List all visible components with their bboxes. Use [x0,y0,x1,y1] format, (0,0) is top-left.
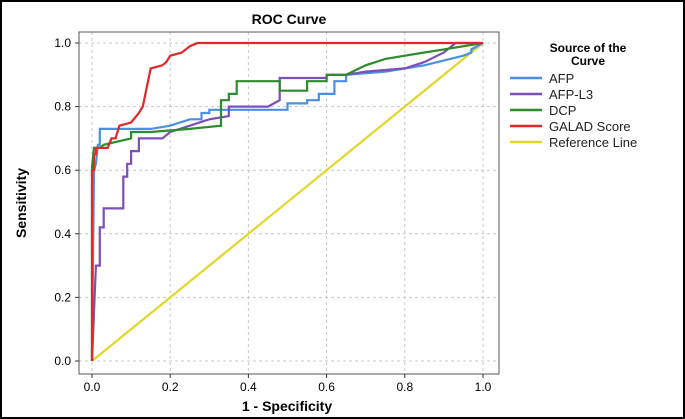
x-tick-label: 1.0 [475,380,492,394]
plot-area [78,31,500,375]
y-tick-label: 0.2 [54,290,71,304]
legend-title: Source of the [550,41,627,55]
y-axis-ticks: 0.0 0.2 0.4 0.6 0.8 1.0 [54,36,79,368]
series-line-reference-line [91,42,484,362]
series-layer [90,41,484,362]
y-tick-label: 0.4 [54,227,71,241]
x-tick-label: 0.4 [240,380,257,394]
y-tick-label: 0.0 [54,354,71,368]
series-line-afp [90,42,484,361]
y-tick-label: 1.0 [54,36,71,50]
x-axis-label: 1 - Specificity [242,398,332,414]
series-line-afp-l3 [90,41,483,362]
x-tick-label: 0.6 [318,380,335,394]
x-axis-ticks: 0.0 0.2 0.4 0.6 0.8 1.0 [84,374,492,394]
y-tick-label: 0.6 [54,163,71,177]
y-tick-label: 0.8 [54,100,71,114]
legend-label: AFP-L3 [549,87,593,102]
chart-title: ROC Curve [252,11,327,27]
grid-lines [79,32,499,374]
x-tick-label: 0.0 [84,380,101,394]
x-tick-label: 0.8 [396,380,413,394]
y-axis-label: Sensitivity [13,168,29,238]
legend-label: AFP [549,71,574,86]
legend-label: Reference Line [549,135,637,150]
legend-label: GALAD Score [549,119,631,134]
series-line-dcp [90,41,484,361]
series-line-galad-score [90,41,483,361]
legend-label: DCP [549,103,576,118]
x-tick-label: 0.2 [162,380,179,394]
legend-title-line-2: Curve [571,54,605,68]
